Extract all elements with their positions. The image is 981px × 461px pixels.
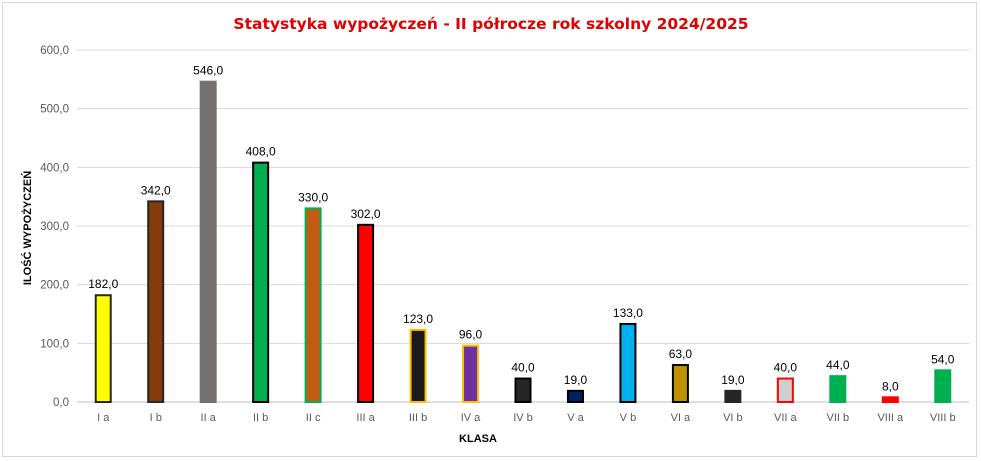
bars — [94, 80, 952, 404]
data-label: 133,0 — [613, 306, 643, 320]
bar — [829, 375, 847, 404]
bar — [252, 161, 270, 403]
category-label: VII a — [774, 412, 798, 424]
category-label: VIII b — [930, 412, 956, 424]
data-label: 182,0 — [88, 277, 118, 291]
category-label: VI b — [723, 412, 743, 424]
data-label: 123,0 — [403, 312, 433, 326]
bar — [776, 377, 794, 403]
category-label: I b — [150, 412, 162, 424]
y-tick-label: 100,0 — [40, 338, 69, 350]
bar — [462, 344, 480, 403]
bar — [881, 396, 899, 404]
data-label: 408,0 — [246, 145, 276, 159]
category-label: II c — [306, 412, 321, 424]
category-label: IV b — [513, 412, 533, 424]
bar — [934, 369, 952, 404]
bar — [619, 322, 637, 403]
data-label: 302,0 — [351, 207, 381, 221]
category-label: I a — [97, 412, 110, 424]
bar — [147, 200, 165, 403]
y-axis-label: ILOŚĆ WYPOŻYCZEŃ — [21, 171, 34, 285]
x-axis-label: KLASA — [459, 433, 497, 445]
y-axis-ticks: 0,0 100,0 200,0 300,0 400,0 500,0 600,0 — [40, 45, 69, 409]
data-label: 546,0 — [193, 64, 223, 78]
category-label: III b — [409, 412, 427, 424]
bar — [304, 207, 322, 403]
category-label: II a — [201, 412, 217, 424]
bar — [724, 389, 742, 403]
gridlines — [77, 49, 969, 403]
data-label: 40,0 — [511, 361, 535, 375]
bar — [671, 364, 689, 404]
bar — [199, 80, 217, 404]
data-label: 96,0 — [459, 328, 483, 342]
category-label: VII b — [827, 412, 850, 424]
data-label: 44,0 — [826, 358, 850, 372]
bar — [357, 223, 375, 403]
data-label: 54,0 — [931, 352, 955, 366]
y-tick-label: 600,0 — [40, 45, 69, 57]
data-label: 342,0 — [141, 183, 171, 197]
data-label: 19,0 — [721, 373, 745, 387]
y-tick-label: 400,0 — [40, 162, 69, 174]
data-label: 8,0 — [882, 379, 899, 393]
category-label: V a — [567, 412, 584, 424]
data-labels: 182,0 342,0 546,0 408,0 330,0 302,0 123,0 96,0 4… — [88, 64, 955, 394]
bar — [94, 294, 112, 403]
y-tick-label: 500,0 — [40, 104, 69, 116]
category-label: V b — [620, 412, 637, 424]
bar — [409, 328, 427, 403]
data-label: 330,0 — [298, 190, 328, 204]
category-label: II b — [253, 412, 268, 424]
bar — [514, 377, 532, 403]
category-label: IV a — [461, 412, 481, 424]
chart-title: Statystyka wypożyczeń - II półrocze rok … — [233, 15, 748, 33]
y-tick-label: 200,0 — [40, 280, 69, 292]
category-label: VIII a — [877, 412, 904, 424]
category-label: VI a — [671, 412, 691, 424]
y-tick-label: 300,0 — [40, 221, 69, 233]
y-tick-label: 0,0 — [53, 397, 69, 409]
bar — [566, 389, 584, 403]
bar-chart: Statystyka wypożyczeń - II półrocze rok … — [21, 15, 969, 445]
data-label: 19,0 — [564, 373, 588, 387]
category-label: III a — [356, 412, 375, 424]
data-label: 40,0 — [774, 361, 798, 375]
x-axis-categories: I a I b II a II b II c III a III b IV a IV b V a V… — [97, 412, 955, 424]
data-label: 63,0 — [669, 347, 693, 361]
